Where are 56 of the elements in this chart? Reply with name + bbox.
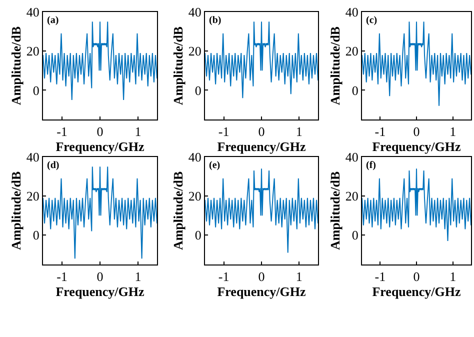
y-tick-label: 20 xyxy=(345,44,358,59)
x-axis-title: Frequency/GHz xyxy=(56,139,145,154)
annotation: (c) xyxy=(366,15,378,26)
y-tick-label: 20 xyxy=(188,44,202,59)
x-tick-label: -1 xyxy=(218,124,230,140)
x-tick-label: 0 xyxy=(96,124,104,140)
y-tick-label: 0 xyxy=(194,82,202,98)
y-axis-title: Amplitude/dB xyxy=(8,26,24,106)
x-tick-label: 1 xyxy=(296,269,302,284)
y-tick-label: 0 xyxy=(32,82,40,98)
y-tick-label: 0 xyxy=(352,82,358,98)
y-axis-title: Amplitude/dB xyxy=(327,170,342,250)
y-tick-label: 40 xyxy=(188,4,202,20)
line-series xyxy=(205,168,318,254)
x-tick-label: 0 xyxy=(96,269,104,284)
x-tick-label: 0 xyxy=(258,124,265,140)
x-tick-label: -1 xyxy=(56,269,68,284)
y-tick-label: 20 xyxy=(345,188,358,204)
y-tick-label: 20 xyxy=(26,44,40,59)
x-tick-label: 1 xyxy=(296,124,302,140)
x-tick-label: 0 xyxy=(258,269,265,284)
y-tick-label: 0 xyxy=(194,228,202,243)
x-tick-label: -1 xyxy=(218,269,230,284)
y-tick-label: 40 xyxy=(26,4,40,20)
y-tick-label: 40 xyxy=(26,149,40,164)
annotation: (e) xyxy=(209,160,220,171)
x-tick-label: 1 xyxy=(134,269,142,284)
x-axis-title: Frequency/GHz xyxy=(372,139,462,154)
y-tick-label: 0 xyxy=(352,228,358,243)
x-tick-label: 1 xyxy=(450,269,456,284)
y-tick-label: 40 xyxy=(345,4,358,20)
y-tick-label: 40 xyxy=(345,149,358,164)
y-tick-label: 20 xyxy=(188,188,202,204)
y-tick-label: 40 xyxy=(188,149,202,164)
x-tick-label: -1 xyxy=(374,124,386,140)
y-axis-title: Amplitude/dB xyxy=(170,26,186,106)
annotation: (f) xyxy=(366,160,376,171)
annotation: (b) xyxy=(209,15,222,26)
line-series xyxy=(362,168,471,242)
x-axis-title: Frequency/GHz xyxy=(217,139,306,154)
x-axis-title: Frequency/GHz xyxy=(217,284,306,300)
y-axis-title: Amplitude/dB xyxy=(8,170,24,250)
y-tick-label: 20 xyxy=(26,188,40,204)
x-tick-label: 1 xyxy=(450,124,456,140)
annotation: (d) xyxy=(47,160,60,171)
x-axis-title: Frequency/GHz xyxy=(56,284,145,300)
y-axis-title: Amplitude/dB xyxy=(327,26,342,106)
x-tick-label: 1 xyxy=(134,124,142,140)
annotation: (a) xyxy=(47,15,59,26)
x-tick-label: -1 xyxy=(56,124,68,140)
x-axis-title: Frequency/GHz xyxy=(372,284,462,300)
x-tick-label: 0 xyxy=(413,124,420,140)
x-tick-label: -1 xyxy=(374,269,386,284)
y-tick-label: 0 xyxy=(32,228,40,243)
x-tick-label: 0 xyxy=(413,269,420,284)
y-axis-title: Amplitude/dB xyxy=(170,170,186,250)
